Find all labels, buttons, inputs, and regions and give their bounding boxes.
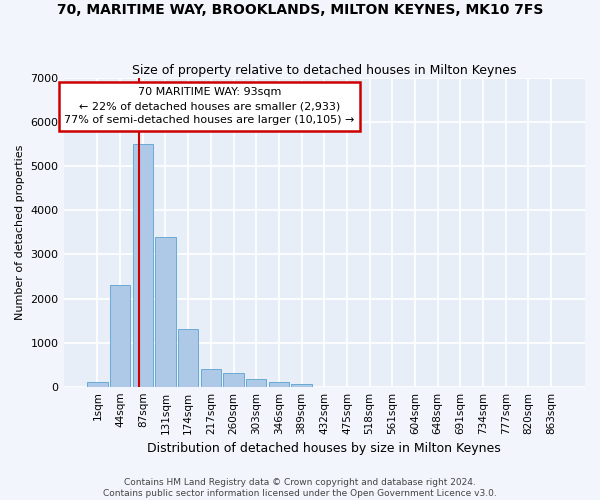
Bar xyxy=(292,384,312,386)
Bar xyxy=(178,330,199,386)
Bar xyxy=(200,369,221,386)
Bar xyxy=(269,382,289,386)
Text: 70, MARITIME WAY, BROOKLANDS, MILTON KEYNES, MK10 7FS: 70, MARITIME WAY, BROOKLANDS, MILTON KEY… xyxy=(57,2,543,16)
Bar xyxy=(110,286,130,386)
Bar xyxy=(155,237,176,386)
Title: Size of property relative to detached houses in Milton Keynes: Size of property relative to detached ho… xyxy=(132,64,517,77)
Bar xyxy=(223,374,244,386)
Y-axis label: Number of detached properties: Number of detached properties xyxy=(15,144,25,320)
Text: Contains HM Land Registry data © Crown copyright and database right 2024.
Contai: Contains HM Land Registry data © Crown c… xyxy=(103,478,497,498)
Bar xyxy=(246,379,266,386)
Bar xyxy=(133,144,153,386)
X-axis label: Distribution of detached houses by size in Milton Keynes: Distribution of detached houses by size … xyxy=(148,442,501,455)
Text: 70 MARITIME WAY: 93sqm
← 22% of detached houses are smaller (2,933)
77% of semi-: 70 MARITIME WAY: 93sqm ← 22% of detached… xyxy=(64,88,355,126)
Bar xyxy=(87,382,107,386)
